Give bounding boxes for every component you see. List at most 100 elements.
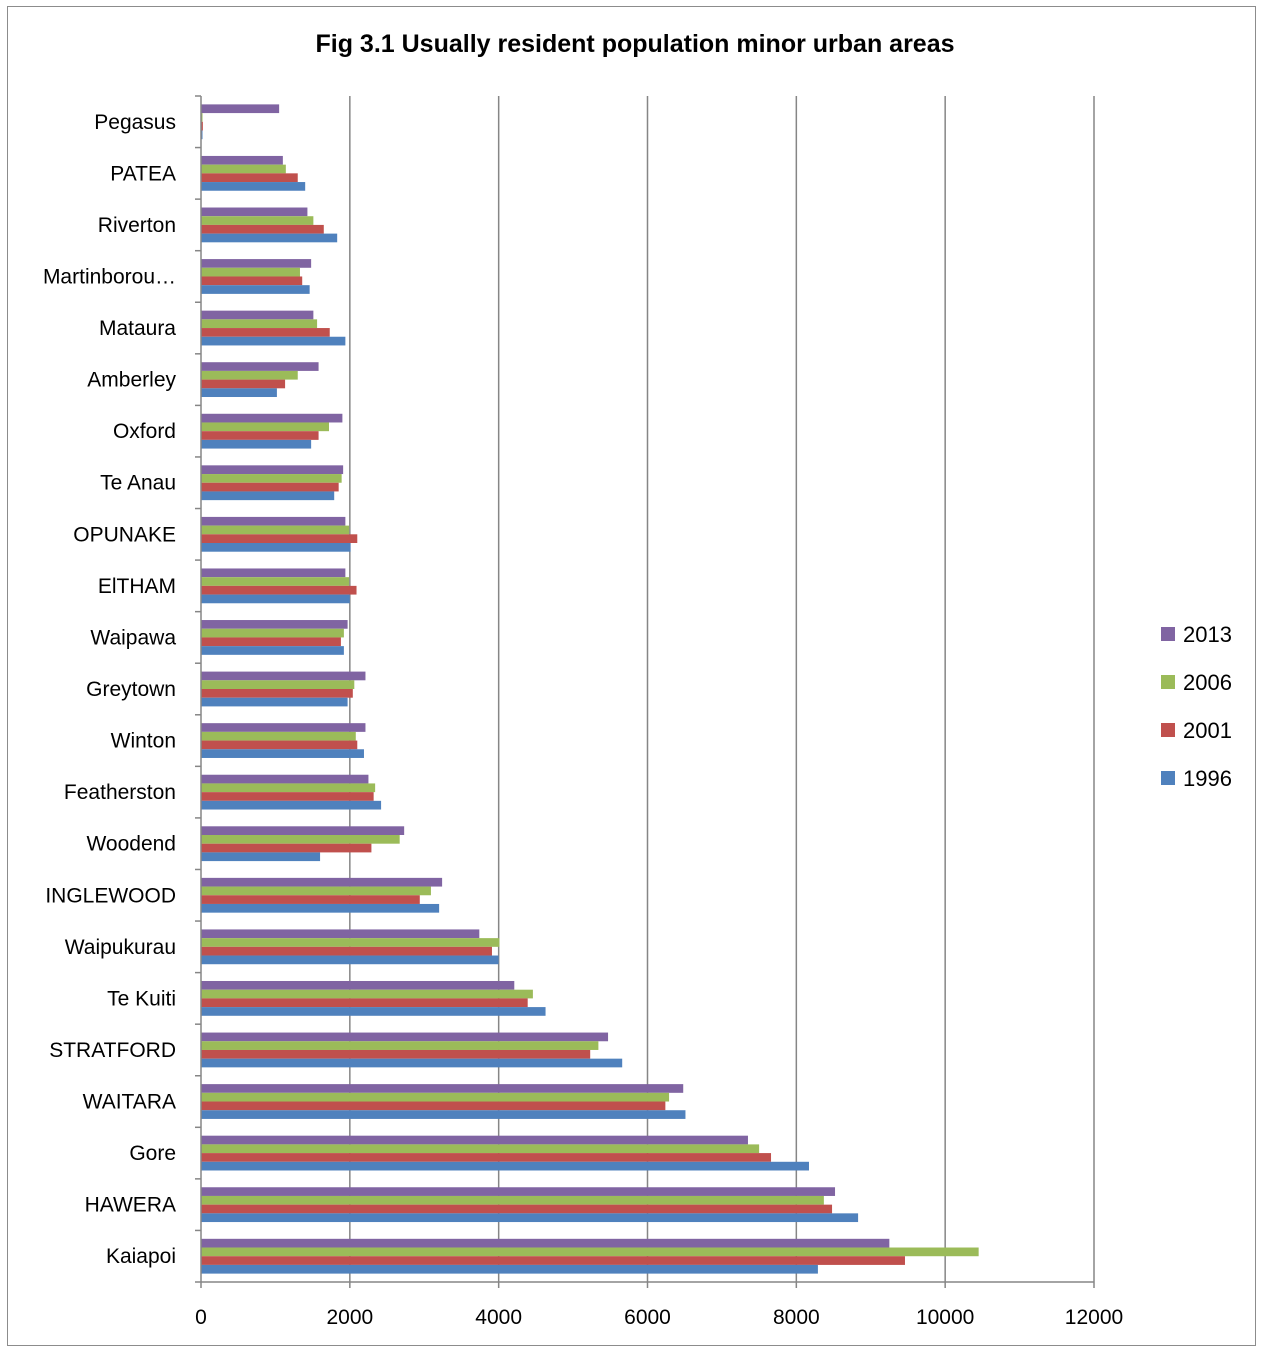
x-tick-label: 10000 — [916, 1306, 974, 1329]
bar — [201, 834, 400, 844]
bar — [201, 903, 440, 913]
category-label: Waipawa — [90, 626, 176, 649]
category-label: PATEA — [110, 162, 176, 185]
legend-label: 2001 — [1183, 718, 1232, 743]
bar — [201, 620, 348, 629]
bar — [201, 697, 348, 707]
category-label: Featherston — [64, 781, 176, 804]
x-tick-label: 0 — [195, 1306, 207, 1329]
bar — [201, 740, 358, 750]
bar — [201, 955, 499, 965]
bar — [201, 285, 310, 294]
bar — [201, 946, 492, 956]
bar — [201, 1049, 591, 1059]
category-label: Te Anau — [100, 472, 176, 495]
bar — [201, 843, 372, 853]
category-label: Gore — [129, 1142, 176, 1165]
category-label: Pegasus — [94, 111, 176, 134]
bar — [201, 585, 357, 595]
category-label: Kaiapoi — [106, 1245, 176, 1268]
legend-swatch — [1161, 723, 1175, 737]
bar — [201, 1110, 686, 1119]
bar — [201, 568, 346, 578]
bar — [201, 370, 298, 380]
bar — [201, 164, 286, 174]
bar — [201, 671, 366, 681]
bar — [201, 388, 277, 398]
bar — [201, 886, 431, 896]
bar — [201, 422, 329, 432]
bar — [201, 637, 341, 647]
bar — [201, 783, 376, 793]
bar — [201, 182, 306, 191]
bar — [201, 826, 405, 835]
bar — [201, 310, 314, 320]
bar — [201, 594, 350, 604]
bar — [201, 1032, 609, 1042]
x-tick-label: 6000 — [624, 1306, 671, 1329]
bar — [201, 319, 318, 329]
bar — [201, 328, 330, 337]
chart-title: Fig 3.1 Usually resident population mino… — [315, 30, 955, 58]
category-label: ElTHAM — [98, 575, 176, 598]
bar — [201, 877, 443, 887]
x-tick-label: 12000 — [1065, 1306, 1123, 1329]
bar — [201, 1101, 666, 1111]
bar — [201, 723, 366, 732]
bar — [201, 774, 369, 784]
bar — [201, 1092, 670, 1102]
category-label: Te Kuiti — [107, 987, 176, 1010]
category-label: Mataura — [99, 317, 176, 340]
bar — [201, 413, 343, 423]
legend-label: 2006 — [1183, 670, 1232, 695]
bar — [201, 800, 382, 810]
bar — [201, 989, 533, 999]
bar — [201, 1153, 772, 1162]
bar — [201, 224, 324, 234]
bar — [201, 216, 314, 225]
category-label: Martinborou… — [43, 265, 176, 288]
bar — [201, 929, 480, 939]
legend-swatch — [1161, 675, 1175, 689]
bar — [201, 628, 344, 638]
bar — [201, 379, 286, 389]
bar — [201, 259, 312, 268]
bar — [201, 431, 319, 440]
bar — [201, 482, 339, 492]
x-tick-label: 4000 — [475, 1306, 522, 1329]
category-label: STRATFORD — [49, 1039, 176, 1062]
category-label: OPUNAKE — [73, 523, 176, 546]
bar — [201, 207, 308, 217]
bar — [201, 491, 335, 501]
bar — [201, 1204, 833, 1214]
bar — [201, 1041, 599, 1050]
bar — [201, 980, 515, 990]
bar — [201, 1161, 809, 1171]
bar — [201, 792, 374, 801]
bar — [201, 749, 364, 758]
category-label: Riverton — [98, 214, 176, 237]
bar — [201, 543, 351, 552]
bar — [201, 680, 355, 689]
x-tick-label: 8000 — [773, 1306, 820, 1329]
bar — [201, 104, 280, 114]
category-label: Greytown — [86, 678, 176, 701]
x-tick-label: 2000 — [326, 1306, 373, 1329]
bar — [201, 1135, 748, 1145]
bar — [201, 938, 500, 947]
bar — [201, 1058, 623, 1068]
category-label: WAITARA — [83, 1091, 176, 1114]
bar — [201, 362, 319, 371]
bar — [201, 173, 298, 183]
bar — [201, 525, 350, 535]
bar — [201, 998, 528, 1008]
bar — [201, 1247, 979, 1257]
category-label: HAWERA — [85, 1194, 176, 1217]
bar — [201, 852, 321, 862]
bar — [201, 155, 283, 165]
bar — [201, 233, 338, 243]
bar — [201, 1007, 546, 1016]
category-label: Amberley — [87, 369, 176, 392]
category-label: Woodend — [86, 833, 176, 856]
